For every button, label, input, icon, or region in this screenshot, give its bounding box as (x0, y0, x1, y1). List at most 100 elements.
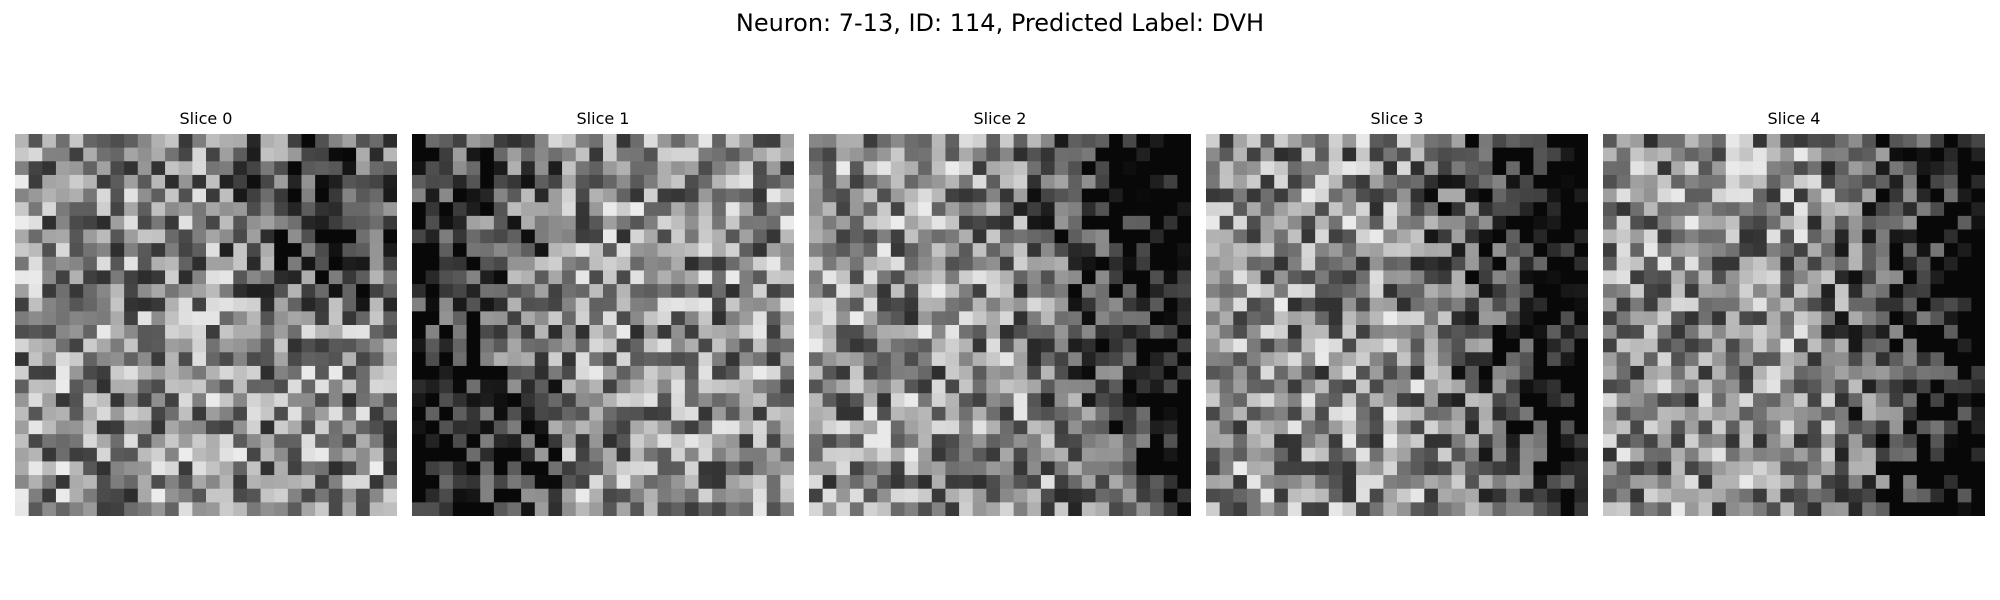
pixel-cell (1916, 379, 1932, 394)
pixel-cell (1533, 379, 1548, 394)
pixel-cell (849, 229, 865, 244)
pixel-cell (1671, 475, 1686, 490)
pixel-cell (1848, 215, 1863, 231)
pixel-cell (1848, 284, 1863, 299)
pixel-cell (890, 134, 906, 149)
pixel-cell (96, 215, 112, 231)
pixel-cell (822, 488, 837, 503)
pixel-cell (246, 420, 262, 435)
pixel-cell (890, 461, 906, 476)
pixel-cell (1519, 284, 1535, 299)
pixel-cell (507, 202, 522, 217)
pixel-cell (1356, 188, 1371, 203)
pixel-cell (1163, 134, 1178, 149)
pixel-cell (890, 311, 906, 326)
pixel-cell (1753, 134, 1768, 149)
pixel-cell (1957, 475, 1972, 490)
pixel-cell (1383, 365, 1398, 381)
pixel-cell (356, 475, 371, 490)
pixel-cell (1684, 488, 1700, 503)
pixel-cell (986, 147, 1001, 162)
pixel-cell (1957, 243, 1972, 258)
pixel-cell (643, 475, 659, 490)
pixel-cell (1246, 352, 1262, 367)
pixel-cell (383, 215, 397, 231)
pixel-cell (83, 229, 98, 244)
pixel-cell (1603, 188, 1618, 203)
pixel-cell (1177, 325, 1191, 340)
pixel-cell (562, 379, 577, 394)
pixel-cell (548, 202, 563, 217)
pixel-cell (712, 229, 727, 244)
pixel-cell (1177, 406, 1191, 422)
pixel-cell (110, 352, 125, 367)
pixel-cell (42, 215, 57, 231)
pixel-cell (986, 461, 1001, 476)
pixel-cell (890, 256, 906, 272)
pixel-cell (616, 215, 631, 231)
pixel-cell (110, 229, 125, 244)
pixel-cell (603, 379, 618, 394)
pixel-cell (1356, 502, 1371, 516)
pixel-cell (439, 406, 454, 422)
pixel-cell (1944, 284, 1959, 299)
pixel-cell (1739, 243, 1754, 258)
pixel-cell (725, 134, 741, 149)
pixel-cell (1437, 406, 1453, 422)
pixel-cell (1219, 134, 1234, 149)
pixel-cell (809, 161, 824, 176)
pixel-cell (1725, 406, 1741, 422)
pixel-cell (1356, 256, 1371, 272)
pixel-cell (42, 393, 57, 408)
pixel-cell (1916, 174, 1932, 190)
pixel-cell (1643, 338, 1659, 353)
pixel-cell (945, 229, 960, 244)
pixel-cell (1274, 147, 1289, 162)
pixel-cell (1616, 365, 1631, 381)
pixel-cell (110, 338, 125, 353)
pixel-cell (412, 134, 427, 149)
pixel-cell (1753, 325, 1768, 340)
pixel-cell (1177, 270, 1191, 285)
pixel-cell (1916, 393, 1932, 408)
pixel-cell (1095, 502, 1110, 516)
pixel-cell (1574, 393, 1588, 408)
pixel-cell (1547, 174, 1562, 190)
pixel-cell (1712, 188, 1727, 203)
pixel-cell (1916, 202, 1932, 217)
pixel-cell (836, 461, 851, 476)
pixel-cell (1274, 406, 1289, 422)
pixel-cell (890, 488, 906, 503)
pixel-cell (1410, 502, 1425, 516)
pixel-cell (809, 284, 824, 299)
pixel-cell (1465, 256, 1480, 272)
slice-image (1206, 134, 1588, 516)
pixel-cell (589, 134, 604, 149)
pixel-cell (192, 434, 207, 449)
pixel-cell (1807, 147, 1822, 162)
pixel-cell (725, 488, 741, 503)
pixel-cell (260, 243, 275, 258)
pixel-cell (55, 243, 71, 258)
pixel-cell (219, 311, 234, 326)
pixel-cell (1246, 461, 1262, 476)
pixel-cell (1643, 488, 1659, 503)
pixel-cell (1944, 352, 1959, 367)
pixel-cell (412, 325, 427, 340)
pixel-cell (753, 393, 768, 408)
pixel-cell (1930, 325, 1945, 340)
pixel-cell (1478, 365, 1494, 381)
pixel-cell (1698, 338, 1713, 353)
pixel-cell (137, 284, 153, 299)
pixel-cell (630, 297, 645, 312)
pixel-cell (1068, 311, 1083, 326)
pixel-cell (1684, 461, 1700, 476)
pixel-cell (1574, 229, 1588, 244)
pixel-cell (1903, 365, 1918, 381)
pixel-cell (55, 311, 71, 326)
pixel-cell (1465, 147, 1480, 162)
pixel-cell (1916, 447, 1932, 463)
pixel-cell (1698, 202, 1713, 217)
pixel-cell (1122, 379, 1138, 394)
pixel-cell (1068, 502, 1083, 516)
